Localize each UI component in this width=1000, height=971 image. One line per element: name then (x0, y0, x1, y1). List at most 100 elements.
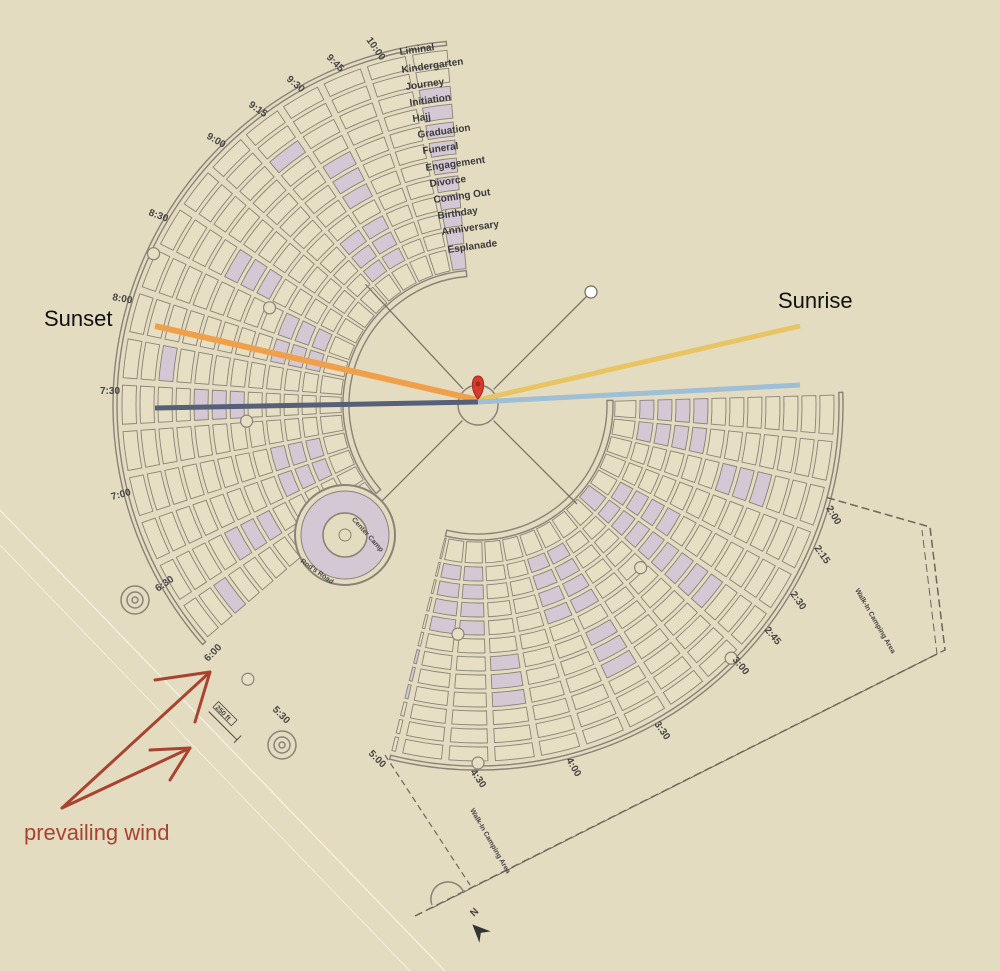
camp-block (266, 419, 284, 445)
camp-block (538, 732, 581, 756)
plaza (146, 247, 161, 261)
camp-block (449, 727, 488, 744)
camp-block (217, 321, 240, 354)
camp-block (584, 558, 613, 584)
camp-block (260, 475, 284, 505)
radial-avenue (493, 291, 592, 390)
camp-block (592, 634, 628, 663)
camp-block (279, 206, 311, 238)
clock-time-label: 2:30 (788, 589, 809, 612)
camp-block (452, 691, 487, 708)
camp-block (606, 436, 633, 459)
camp-block (487, 599, 513, 618)
center-camp: Center Camp Rod's Road (294, 484, 396, 586)
camp-block (257, 546, 288, 579)
camp-block (522, 645, 555, 668)
camp-block (574, 544, 601, 569)
perimeter-fence (414, 496, 946, 917)
camp-block (493, 724, 532, 744)
clock-time-label: 8:00 (111, 292, 133, 306)
camp-block (454, 673, 487, 690)
camp-block (570, 683, 610, 711)
camp-block (629, 442, 650, 465)
clock-time-label: 5:00 (366, 748, 388, 770)
camp-block (664, 552, 695, 585)
camp-block (519, 628, 550, 650)
camp-block (239, 518, 268, 551)
camp-block (319, 414, 344, 435)
camp-block (457, 637, 486, 654)
camp-block (359, 286, 388, 315)
clock-time-label: 7:30 (100, 386, 120, 397)
plaza (451, 627, 465, 641)
temple-circle[interactable] (584, 285, 598, 299)
camp-block (621, 462, 644, 487)
camp-block (562, 573, 590, 598)
camp-block (225, 152, 263, 190)
street-label: Journey (405, 77, 445, 93)
camp-block (706, 428, 726, 458)
camp-block (158, 511, 187, 552)
camp-block (428, 615, 457, 635)
camp-block (723, 430, 744, 462)
camp-block (554, 557, 581, 581)
camp-block (302, 371, 320, 394)
camp-block (623, 613, 658, 645)
camp-block (158, 427, 178, 465)
location-pin-icon[interactable] (471, 375, 485, 400)
camp-block (532, 697, 570, 721)
camp-block (428, 249, 451, 276)
camp-block (411, 196, 439, 218)
camp-block (421, 650, 453, 671)
camp-block (266, 365, 284, 391)
esplanade-road (342, 269, 468, 495)
camp-block (686, 626, 725, 664)
camp-block (374, 273, 402, 302)
camp-block (743, 558, 776, 599)
camp-block (192, 273, 220, 310)
camp-block (486, 582, 510, 600)
sunrise-label: Sunrise (778, 288, 853, 313)
city-blocks (112, 40, 844, 771)
camp-block (141, 517, 171, 560)
clock-time-label: 9:30 (284, 74, 307, 96)
camp-block (582, 515, 607, 540)
camp-block (311, 328, 333, 352)
camp-block (175, 219, 208, 260)
camp-block (157, 386, 173, 423)
camp-block (501, 535, 524, 561)
camp-block (565, 667, 602, 694)
camp-block (371, 231, 398, 255)
camp-block (417, 214, 442, 235)
camp-block (183, 597, 219, 638)
camp-block (637, 468, 660, 495)
street-label: Funeral (422, 141, 460, 157)
camp-block (336, 317, 364, 344)
camp-block (277, 469, 301, 498)
camp-block (674, 398, 691, 423)
camp-block (176, 426, 196, 462)
camp-block (212, 423, 231, 455)
camp-block (272, 242, 302, 274)
camp-block (347, 301, 375, 329)
outer-ring-road (112, 40, 448, 646)
camp-block (525, 663, 560, 685)
camp-block (426, 596, 433, 612)
camp-block (129, 293, 154, 336)
camp-block (615, 680, 656, 712)
camp-block (782, 395, 799, 432)
camp-block (594, 571, 624, 599)
camp-block (418, 85, 452, 105)
street-label: Liminal (399, 42, 435, 58)
camp-block (543, 601, 573, 625)
camp-block (699, 532, 729, 568)
camp-block (317, 277, 343, 304)
camp-block (765, 520, 795, 561)
camp-block (600, 649, 637, 679)
camp-block (257, 125, 297, 160)
camp-block (385, 204, 414, 228)
camp-block (733, 507, 761, 544)
camp-block (728, 549, 761, 588)
camp-block (811, 439, 833, 481)
camp-block (656, 399, 673, 422)
